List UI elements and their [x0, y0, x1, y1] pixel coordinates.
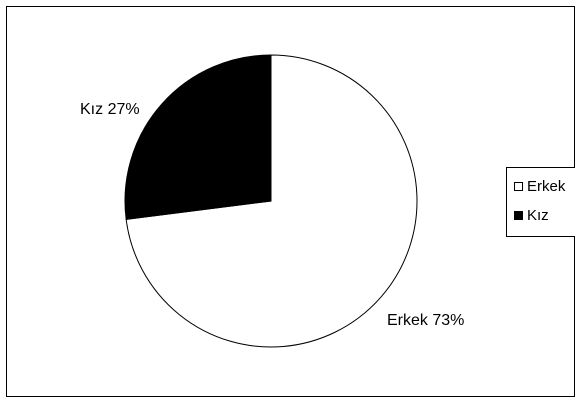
legend-item-erkek: Erkek: [514, 177, 565, 195]
pie-slice-erkek: [125, 54, 418, 348]
pie-slices: [124, 54, 418, 348]
pie-slice-kiz: [124, 54, 272, 220]
legend: Erkek Kız: [506, 167, 575, 237]
legend-swatch-erkek: [514, 181, 523, 191]
legend-label-erkek: Erkek: [527, 177, 566, 195]
legend-label-kiz: Kız: [527, 206, 549, 224]
slice-label-kiz: Kız 27%: [80, 101, 140, 118]
legend-swatch-kiz: [514, 210, 523, 220]
pie-labels: Erkek 73% Kız 27%: [80, 101, 464, 329]
legend-item-kiz: Kız: [514, 206, 549, 224]
slice-label-erkek: Erkek 73%: [387, 312, 464, 329]
